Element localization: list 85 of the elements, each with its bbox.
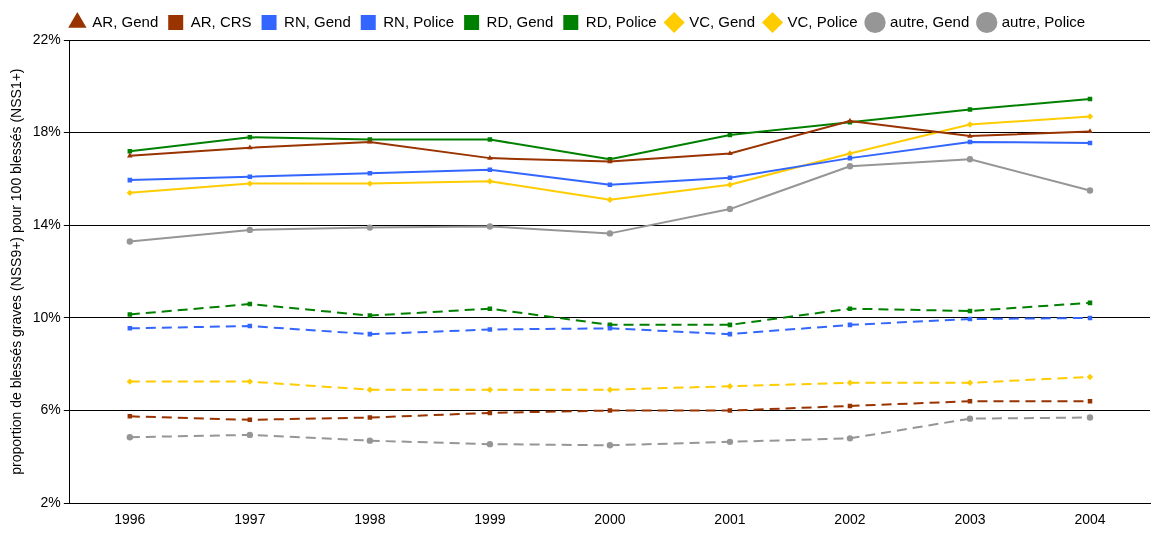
- y-tick-label: 22%: [32, 30, 61, 47]
- point: [1086, 187, 1094, 194]
- point: [366, 437, 374, 444]
- point: [366, 224, 374, 231]
- legend-label: VC, Police: [787, 12, 858, 30]
- point: [486, 223, 494, 230]
- point: [727, 408, 733, 413]
- point: [246, 378, 254, 385]
- point: [967, 107, 973, 112]
- legend-label: autre, Police: [1001, 12, 1086, 30]
- point: [487, 327, 493, 332]
- point: [487, 306, 493, 311]
- point: [247, 135, 253, 140]
- point: [366, 386, 374, 393]
- legend-label: VC, Gend: [689, 12, 756, 30]
- point: [846, 379, 854, 386]
- legend-label: autre, Gend: [890, 12, 970, 30]
- x-tick-label: 2002: [834, 511, 866, 528]
- point: [966, 156, 974, 163]
- point: [966, 415, 974, 422]
- point: [127, 326, 133, 331]
- x-tick-label: 1997: [234, 511, 266, 528]
- point: [726, 438, 734, 446]
- point: [1086, 373, 1094, 381]
- x-tick-label: 2001: [714, 511, 746, 528]
- y-tick-label: 2%: [40, 494, 61, 511]
- point: [486, 386, 494, 393]
- x-tick-label: 1999: [474, 511, 506, 528]
- legend-label: RD, Gend: [486, 12, 554, 30]
- point: [246, 180, 254, 187]
- point: [846, 150, 854, 157]
- point: [127, 312, 133, 317]
- point: [1087, 128, 1093, 134]
- point: [846, 163, 854, 170]
- point: [726, 383, 734, 390]
- y-tick-label: 6%: [40, 401, 61, 418]
- x-tick-label: 1996: [114, 511, 146, 528]
- x-tick-label: 1998: [354, 511, 386, 528]
- y-tick-label: 14%: [32, 216, 61, 233]
- point: [967, 132, 973, 138]
- point: [367, 313, 373, 318]
- legend-label: AR, Gend: [92, 12, 159, 30]
- y-tick-label: 10%: [32, 308, 61, 325]
- point: [606, 386, 614, 393]
- x-tick-label: 2003: [954, 511, 986, 528]
- point: [487, 137, 493, 142]
- point: [127, 414, 133, 419]
- x-tick-label: 2004: [1074, 511, 1106, 528]
- point: [486, 178, 494, 185]
- x-tick-label: 2000: [594, 511, 626, 528]
- legend-label: RN, Gend: [284, 12, 351, 30]
- point: [126, 238, 134, 245]
- point: [247, 174, 253, 179]
- point: [487, 154, 493, 160]
- point: [726, 181, 734, 188]
- point: [486, 440, 494, 448]
- point: [607, 408, 613, 413]
- y-axis-title: proportion de blessés graves (NSS9+) pour 100 blessés (NSS1+): [8, 68, 25, 475]
- point: [246, 226, 254, 234]
- point: [966, 379, 974, 386]
- y-tick-label: 18%: [32, 123, 61, 140]
- point: [606, 230, 614, 237]
- point: [966, 121, 974, 128]
- point: [847, 306, 853, 311]
- point: [727, 150, 733, 156]
- legend-label: RN, Police: [383, 12, 455, 30]
- legend-label: AR, CRS: [190, 12, 252, 30]
- point: [1086, 414, 1094, 421]
- point: [246, 431, 254, 439]
- point: [607, 182, 613, 188]
- point: [726, 205, 734, 213]
- point: [1087, 399, 1093, 404]
- point: [126, 433, 134, 441]
- point: [126, 378, 134, 385]
- point: [487, 167, 493, 172]
- point: [366, 180, 374, 187]
- point: [367, 415, 373, 420]
- point: [606, 196, 614, 203]
- legend-label: RD, Police: [585, 12, 657, 30]
- point: [967, 399, 973, 404]
- point: [126, 189, 134, 197]
- point: [607, 326, 613, 331]
- point: [606, 442, 614, 449]
- point: [846, 435, 854, 442]
- point: [1086, 113, 1094, 120]
